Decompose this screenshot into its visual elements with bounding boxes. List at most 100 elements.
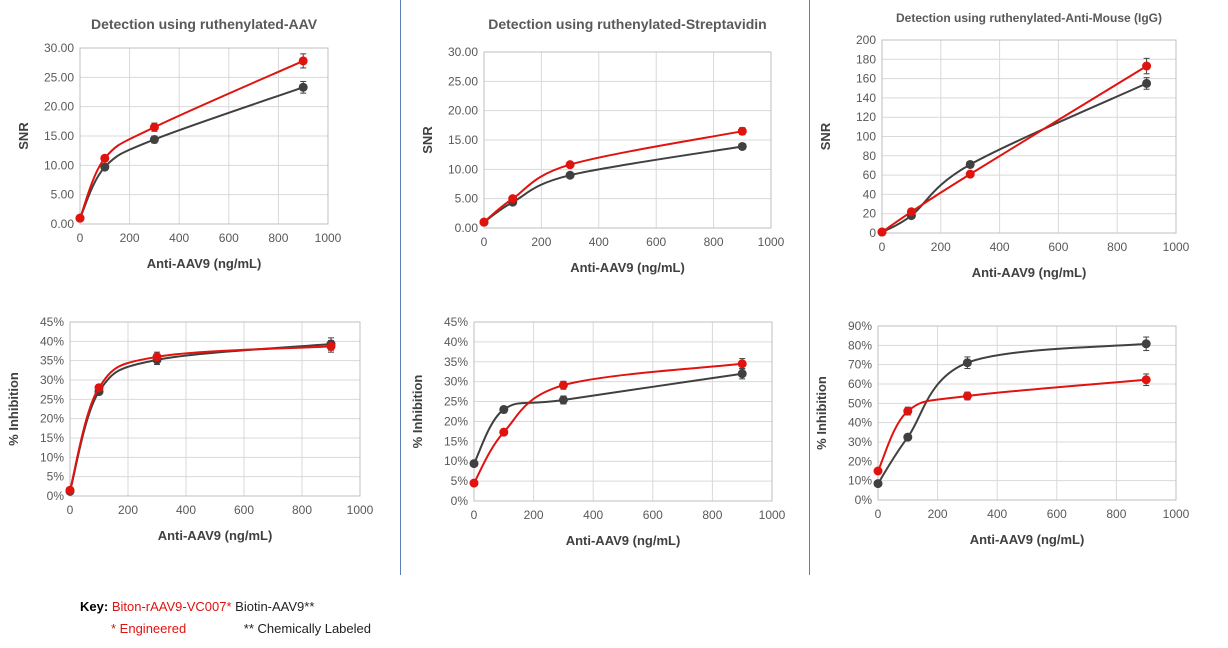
- x-tick-label: 0: [471, 508, 478, 522]
- y-tick-label: 15%: [444, 434, 468, 448]
- x-axis-label: Anti-AAV9 (ng/mL): [158, 528, 273, 543]
- y-tick-label: 20%: [444, 414, 468, 428]
- y-tick-label: 5%: [451, 474, 469, 488]
- data-point: [565, 160, 575, 170]
- plot-frame: [881, 39, 1177, 234]
- x-tick-label: 400: [990, 240, 1010, 254]
- x-tick-label: 200: [120, 231, 140, 245]
- plot-frame: [483, 51, 772, 229]
- key-note-chemical: ** Chemically Labeled: [243, 621, 371, 636]
- y-tick-label: 25.00: [448, 74, 478, 88]
- y-tick-label: 30.00: [448, 45, 478, 59]
- y-tick-label: 20.00: [44, 100, 74, 114]
- y-tick-label: 20.00: [448, 104, 478, 118]
- x-tick-label: 0: [77, 231, 84, 245]
- y-tick-label: 15.00: [44, 129, 74, 143]
- data-point: [558, 395, 568, 405]
- plot-frame: [473, 321, 773, 502]
- y-tick-label: 30%: [444, 375, 468, 389]
- y-tick-label: 20: [863, 207, 877, 221]
- y-axis-label: SNR: [818, 122, 833, 150]
- y-tick-label: 5.00: [51, 188, 75, 202]
- plot-frame: [877, 325, 1177, 501]
- y-tick-label: 35%: [444, 355, 468, 369]
- x-tick-label: 600: [643, 508, 663, 522]
- key-note-engineered: * Engineered: [111, 621, 187, 636]
- series-line: [881, 65, 1148, 233]
- y-tick-label: 120: [856, 110, 876, 124]
- y-tick-label: 10.00: [448, 162, 478, 176]
- key-line-1: Key: Biton-rAAV9-VC007* Biotin-AAV9**: [80, 596, 371, 618]
- chart-2: 0.00 5.00 10.00 15.00 20.00 25.00 30.00 0 200 400…: [420, 16, 785, 275]
- plot-frame: [79, 47, 329, 225]
- data-point: [75, 213, 85, 223]
- data-point: [100, 162, 110, 172]
- data-point: [737, 369, 747, 379]
- y-tick-label: 100: [856, 130, 876, 144]
- series-line: [473, 372, 743, 465]
- data-point: [558, 380, 568, 390]
- y-tick-label: 40%: [40, 334, 64, 348]
- y-tick-label: 35%: [40, 354, 64, 368]
- data-point: [298, 56, 308, 66]
- key-item-chemical: Biotin-AAV9**: [235, 599, 315, 614]
- data-point: [298, 82, 308, 92]
- series-line: [473, 362, 743, 484]
- key-legend: Key: Biton-rAAV9-VC007* Biotin-AAV9** * …: [80, 596, 371, 640]
- data-point: [65, 485, 75, 495]
- data-point: [737, 126, 747, 136]
- data-point: [1141, 375, 1151, 385]
- data-point: [469, 459, 479, 469]
- x-tick-label: 800: [704, 235, 724, 249]
- y-tick-label: 140: [856, 91, 876, 105]
- y-tick-label: 60: [863, 168, 877, 182]
- x-axis-label: Anti-AAV9 (ng/mL): [970, 532, 1085, 547]
- x-tick-label: 800: [292, 503, 312, 517]
- x-tick-label: 1000: [758, 235, 785, 249]
- data-point: [508, 194, 518, 204]
- y-tick-label: 0: [869, 226, 876, 240]
- key-line-2: * Engineered ** Chemically Labeled: [80, 618, 371, 640]
- y-tick-label: 160: [856, 72, 876, 86]
- y-tick-label: 20%: [40, 412, 64, 426]
- x-tick-label: 600: [1047, 507, 1067, 521]
- data-point: [903, 432, 913, 442]
- x-tick-label: 200: [118, 503, 138, 517]
- x-tick-label: 800: [1107, 240, 1127, 254]
- series-line: [877, 378, 1147, 472]
- x-tick-label: 200: [928, 507, 948, 521]
- y-tick-label: 10%: [444, 454, 468, 468]
- x-tick-label: 400: [987, 507, 1007, 521]
- data-point: [149, 135, 159, 145]
- data-point: [965, 169, 975, 179]
- plot-frame: [69, 321, 361, 497]
- y-tick-label: 200: [856, 33, 876, 47]
- x-tick-label: 1000: [1163, 240, 1190, 254]
- x-axis-label: Anti-AAV9 (ng/mL): [972, 265, 1087, 280]
- y-tick-label: 0%: [451, 494, 469, 508]
- chart-title: Detection using ruthenylated-Anti-Mouse …: [896, 11, 1162, 25]
- x-tick-label: 800: [702, 508, 722, 522]
- data-point: [479, 217, 489, 227]
- data-point: [737, 141, 747, 151]
- y-tick-label: 80: [863, 149, 877, 163]
- chart-6: 0% 10% 20% 30% 40% 50% 60% 70% 80% 90% 0 200 400 600 8…: [814, 319, 1190, 547]
- data-point: [1142, 61, 1152, 71]
- y-tick-label: 20%: [848, 454, 872, 468]
- y-tick-label: 30%: [848, 435, 872, 449]
- y-tick-label: 0.00: [51, 217, 75, 231]
- y-tick-label: 10.00: [44, 158, 74, 172]
- data-point: [965, 159, 975, 169]
- chart-1: 0.00 5.00 10.00 15.00 20.00 25.00 30.00 0 200 400…: [16, 16, 342, 271]
- x-tick-label: 1000: [347, 503, 374, 517]
- chart-4: 0% 5% 10% 15% 20% 25% 30% 35% 40% 45% 0 200 400 600 80…: [6, 315, 374, 543]
- data-point: [499, 427, 509, 437]
- y-tick-label: 40: [863, 187, 877, 201]
- series-line: [881, 82, 1148, 233]
- x-tick-label: 1000: [315, 231, 342, 245]
- y-tick-label: 40%: [444, 335, 468, 349]
- data-point: [94, 383, 104, 393]
- x-tick-label: 400: [169, 231, 189, 245]
- x-axis-label: Anti-AAV9 (ng/mL): [566, 533, 681, 548]
- x-axis-label: Anti-AAV9 (ng/mL): [147, 256, 262, 271]
